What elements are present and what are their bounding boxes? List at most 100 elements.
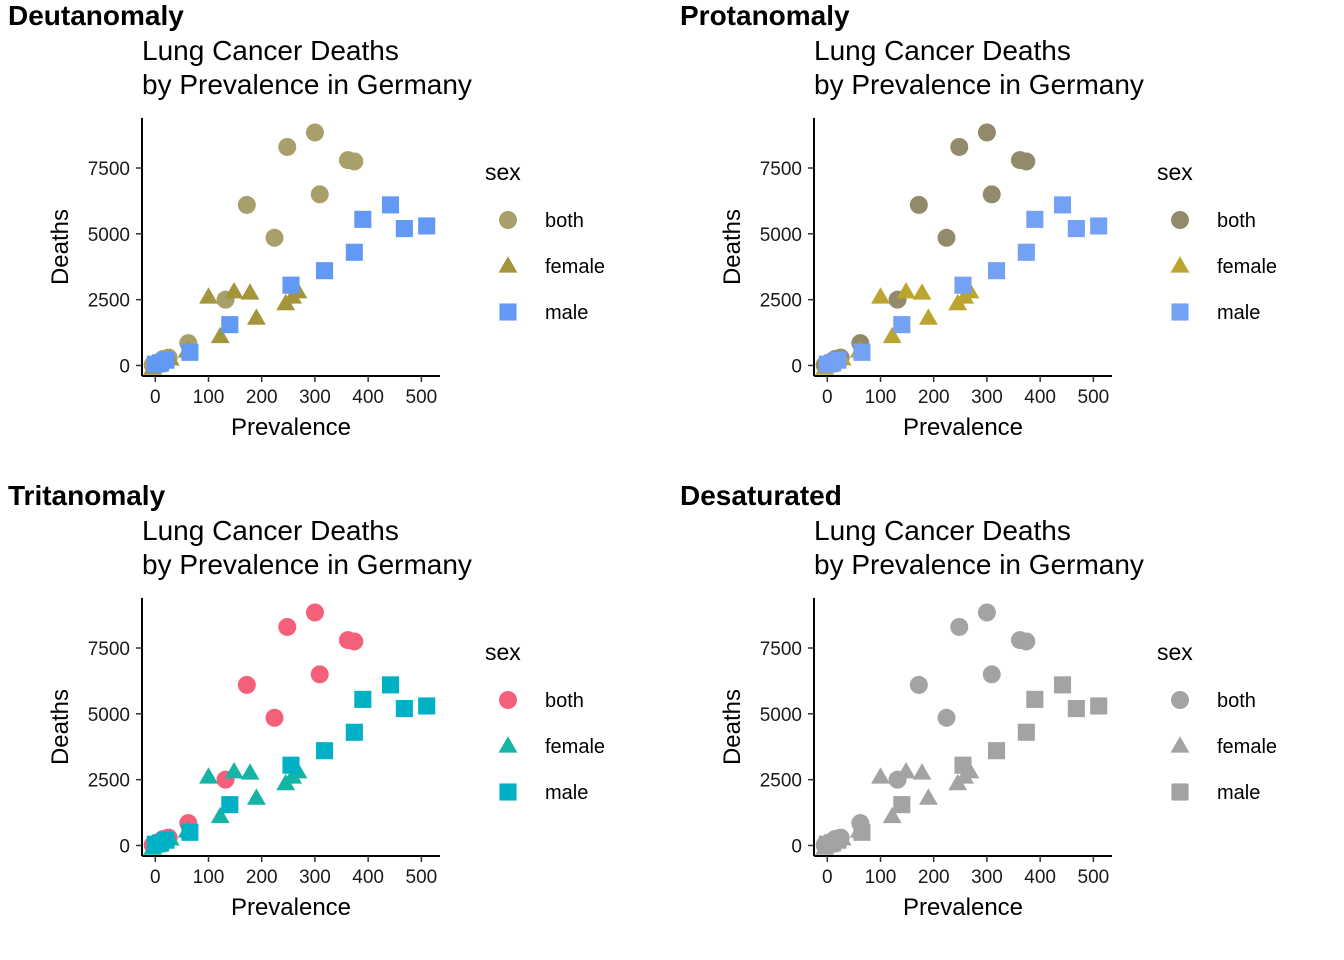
panel-label: Deutanomaly: [8, 0, 184, 31]
data-point-both: [937, 228, 956, 247]
x-tick-label: 200: [246, 867, 278, 888]
y-tick-label: 2500: [760, 291, 802, 312]
x-tick-label: 500: [1078, 867, 1110, 888]
data-point-both: [977, 123, 996, 142]
panel-desaturated: Desaturated Lung Cancer Deaths by Preval…: [672, 480, 1344, 960]
legend-key-male: [1171, 783, 1189, 801]
data-point-female: [240, 283, 260, 300]
y-tick-label: 2500: [88, 291, 130, 312]
data-point-both: [278, 617, 297, 636]
x-tick-label: 0: [822, 387, 833, 408]
data-point-male: [354, 690, 372, 708]
x-tick-label: 300: [971, 867, 1003, 888]
legend: sex both female male: [1157, 639, 1277, 804]
panel-protanomaly: Protanomaly Lung Cancer Deaths by Preval…: [672, 0, 1344, 480]
data-point-female: [918, 788, 938, 805]
data-point-male: [354, 210, 372, 228]
legend-label-female: female: [1217, 256, 1277, 278]
plot-title: Lung Cancer Deaths by Prevalence in Germ…: [142, 514, 472, 582]
y-axis-label: Deaths: [47, 689, 74, 765]
data-point-both: [1017, 632, 1036, 651]
data-point-both: [909, 195, 928, 214]
legend-label-both: both: [545, 210, 584, 232]
y-tick-label: 5000: [760, 225, 802, 246]
data-point-both: [950, 137, 969, 156]
data-point-male: [181, 343, 199, 361]
data-point-male: [987, 742, 1006, 760]
data-point-male: [1067, 700, 1085, 718]
legend-label-male: male: [1217, 302, 1260, 324]
legend-key-both: [499, 211, 517, 229]
data-point-female: [882, 806, 902, 824]
data-point-male: [954, 756, 972, 774]
data-point-male: [893, 796, 911, 814]
data-point-male: [1053, 196, 1072, 214]
data-point-male: [221, 316, 239, 334]
data-point-both: [345, 632, 364, 651]
data-point-both: [305, 123, 324, 142]
x-tick-label: 200: [918, 387, 950, 408]
data-point-both: [305, 603, 324, 622]
plot-title-line1: Lung Cancer Deaths: [814, 35, 1071, 66]
data-point-male: [1017, 243, 1035, 261]
data-point-female: [918, 308, 938, 325]
panel-label: Desaturated: [680, 480, 842, 511]
legend-key-female: [498, 256, 518, 273]
x-tick-label: 100: [865, 867, 897, 888]
data-point-both: [310, 185, 329, 204]
data-point-both: [278, 137, 297, 156]
data-point-male: [181, 823, 199, 841]
data-point-male: [1026, 210, 1044, 228]
x-tick-label: 0: [150, 867, 161, 888]
data-point-female: [912, 763, 932, 780]
y-tick-label: 0: [791, 836, 802, 857]
data-point-male: [1053, 676, 1072, 694]
panel-tritanomaly: Tritanomaly Lung Cancer Deaths by Preval…: [0, 480, 672, 960]
legend-key-male: [1171, 303, 1189, 321]
data-point-male: [1017, 723, 1035, 741]
y-tick-label: 5000: [88, 225, 130, 246]
x-tick-label: 300: [299, 387, 331, 408]
legend-label-female: female: [545, 736, 605, 758]
data-point-both: [237, 675, 256, 694]
data-point-male: [395, 220, 413, 238]
y-tick-label: 2500: [88, 771, 130, 792]
data-point-male: [381, 196, 400, 214]
data-point-male: [381, 676, 400, 694]
data-points: [815, 123, 1108, 375]
data-point-female: [199, 287, 218, 304]
data-point-male: [315, 742, 334, 760]
plot-title: Lung Cancer Deaths by Prevalence in Germ…: [814, 514, 1144, 582]
y-axis-label: Deaths: [47, 209, 74, 285]
plot-title-line2: by Prevalence in Germany: [814, 69, 1144, 100]
y-tick-label: 5000: [88, 705, 130, 726]
plot-title: Lung Cancer Deaths by Prevalence in Germ…: [142, 34, 472, 102]
data-point-female: [871, 767, 890, 784]
panel-label: Protanomaly: [680, 0, 850, 31]
legend-label-female: female: [1217, 736, 1277, 758]
data-point-male: [1090, 217, 1108, 235]
y-tick-label: 5000: [760, 705, 802, 726]
plot-title-line2: by Prevalence in Germany: [142, 549, 472, 580]
legend-label-both: both: [1217, 690, 1256, 712]
x-tick-label: 300: [299, 867, 331, 888]
data-point-both: [310, 665, 329, 684]
data-point-female: [896, 761, 916, 779]
data-point-male: [345, 723, 363, 741]
x-tick-label: 500: [1078, 387, 1110, 408]
x-tick-label: 100: [865, 387, 897, 408]
panel-deutanomaly: Deutanomaly Lung Cancer Deaths by Preval…: [0, 0, 672, 480]
data-point-both: [982, 185, 1001, 204]
data-point-male: [893, 316, 911, 334]
data-point-male: [395, 700, 413, 718]
legend: sex both female male: [485, 639, 605, 804]
legend: sex both female male: [485, 159, 605, 324]
data-point-female: [871, 287, 890, 304]
x-tick-label: 400: [352, 387, 384, 408]
data-point-both: [909, 675, 928, 694]
data-point-male: [1067, 220, 1085, 238]
y-tick-label: 0: [119, 836, 130, 857]
legend-title: sex: [1157, 639, 1193, 665]
scatter-plot: 0 100 200 300 400 5000250050007500PrevalenceD…: [719, 118, 1277, 441]
